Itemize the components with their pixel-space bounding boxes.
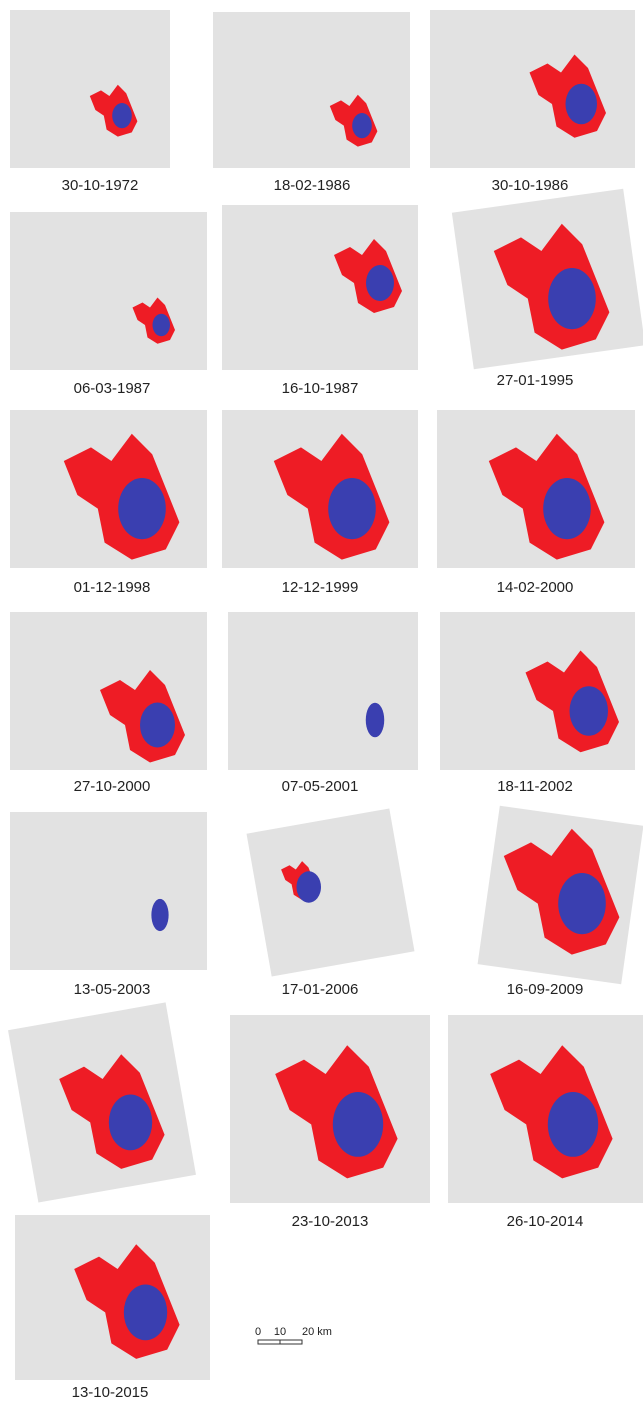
- lake-area: [333, 1092, 383, 1157]
- lake-area: [118, 478, 166, 539]
- panel-date: 18-11-2002: [497, 778, 573, 795]
- map-panel: 07-05-2001: [228, 612, 418, 795]
- map-panel: 27-01-1995: [452, 189, 643, 389]
- panel-date: 06-03-1987: [74, 380, 151, 397]
- lake-area: [558, 873, 606, 934]
- panel-date: 13-05-2003: [74, 981, 151, 998]
- panel-date: 07-05-2001: [282, 778, 359, 795]
- lake-area: [153, 314, 171, 337]
- map-panel: 26-10-2014: [448, 1015, 643, 1230]
- panel-date: 27-10-2000: [74, 778, 151, 795]
- lake-area: [328, 478, 376, 539]
- panel-date: 12-12-1999: [282, 579, 359, 596]
- scale-label: 10: [274, 1326, 286, 1338]
- panel-date: 30-10-1972: [62, 177, 139, 194]
- map-panel: 13-10-2015: [15, 1215, 210, 1401]
- map-panel: 06-03-1987: [10, 212, 207, 397]
- lake-area: [543, 478, 591, 539]
- map-frame: [247, 809, 415, 977]
- lake-area: [297, 871, 322, 903]
- map-frame: [228, 612, 418, 770]
- map-panel: 27-10-2000: [10, 612, 207, 795]
- map-panel: 23-10-2013: [230, 1015, 430, 1230]
- map-panel: 12-12-1999: [222, 410, 418, 596]
- scale-bar-segment: [280, 1340, 302, 1344]
- panel-date: 23-10-2013: [292, 1213, 369, 1230]
- lake-area: [366, 265, 394, 301]
- scale-bar-segment: [258, 1340, 280, 1344]
- lake-area: [112, 103, 132, 128]
- map-frame: [10, 812, 207, 970]
- map-panel: 01-12-1998: [10, 410, 207, 596]
- panel-date: 01-12-1998: [74, 579, 151, 596]
- map-frame: [430, 10, 635, 168]
- lake-area: [352, 113, 372, 138]
- panel-date: 27-01-1995: [497, 372, 574, 389]
- lake-area: [109, 1095, 152, 1151]
- lake-area: [566, 84, 598, 125]
- map-panel: 09-10-2011: [8, 1002, 196, 1230]
- map-panel: 16-10-1987: [222, 205, 418, 397]
- lake-area: [140, 703, 175, 748]
- lake-area: [366, 703, 384, 738]
- lake-area: [570, 686, 609, 736]
- map-panel: 13-05-2003: [10, 812, 207, 998]
- map-panel: 18-11-2002: [440, 612, 635, 795]
- map-panel: 14-02-2000: [437, 410, 635, 596]
- map-panel: 17-01-2006: [247, 809, 415, 998]
- panel-date: 14-02-2000: [497, 579, 574, 596]
- lake-area: [124, 1285, 167, 1341]
- lake-area: [548, 1092, 598, 1157]
- scale-bar: 0 10 20 km: [255, 1326, 332, 1344]
- panel-date: 18-02-1986: [274, 177, 351, 194]
- panel-date: 26-10-2014: [507, 1213, 584, 1230]
- map-panel: 16-09-2009: [478, 806, 643, 998]
- scale-label: 0: [255, 1326, 261, 1338]
- panel-date: 13-10-2015: [72, 1384, 149, 1401]
- panel-date: 16-09-2009: [507, 981, 584, 998]
- map-panel: 30-10-1986: [430, 10, 635, 194]
- scale-label: 20 km: [302, 1326, 332, 1338]
- map-panel: 18-02-1986: [213, 12, 410, 194]
- lake-area: [548, 268, 596, 329]
- map-frame: [10, 212, 207, 370]
- panel-date: 16-10-1987: [282, 380, 359, 397]
- map-frame: [10, 10, 170, 168]
- map-panel: 30-10-1972: [10, 10, 170, 194]
- map-frame: [213, 12, 410, 168]
- panel-date: 30-10-1986: [492, 177, 569, 194]
- lake-area: [151, 899, 168, 931]
- figure: 0 10 20 km 30-10-1972 18-02-1986 30-10-198…: [0, 0, 643, 1404]
- panel-date: 17-01-2006: [282, 981, 359, 998]
